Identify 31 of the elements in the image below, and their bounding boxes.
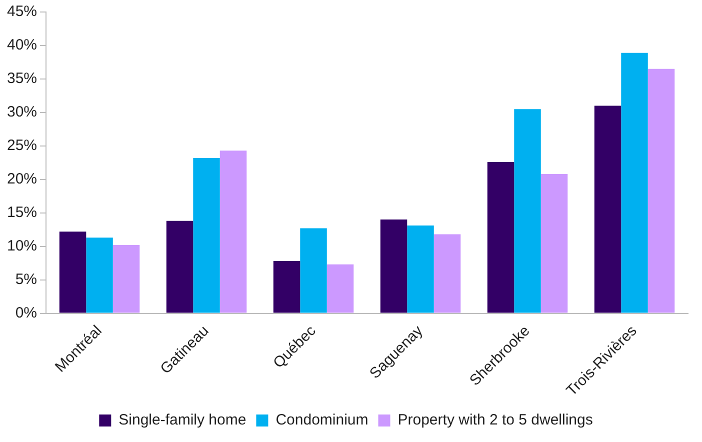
bar — [220, 150, 247, 313]
y-tick-label: 40% — [6, 36, 38, 54]
bar — [434, 234, 461, 313]
y-tick-label: 25% — [6, 137, 38, 154]
bar — [621, 52, 648, 313]
bar — [540, 174, 568, 313]
legend-label: Single-family home — [118, 412, 246, 429]
bar — [166, 220, 194, 313]
bar — [380, 220, 408, 313]
bar — [86, 238, 113, 313]
y-tick-label: 45% — [6, 3, 38, 20]
y-tick-label: 15% — [6, 204, 38, 221]
bar — [407, 226, 434, 313]
y-tick-label: 5% — [15, 270, 38, 288]
y-tick-label: 10% — [6, 237, 38, 254]
bar — [594, 106, 622, 313]
y-tick-label: 35% — [6, 70, 38, 88]
bar — [193, 158, 220, 313]
bar — [112, 244, 140, 313]
y-tick-label: 30% — [6, 104, 38, 121]
y-tick-label: 20% — [6, 170, 38, 188]
bar — [273, 261, 300, 313]
bar — [514, 109, 541, 313]
bar — [648, 68, 675, 313]
legend-label: Condominium — [276, 412, 368, 429]
bar — [300, 228, 327, 313]
y-tick-label: 0% — [15, 304, 38, 322]
bar — [326, 264, 354, 313]
legend-label: Property with 2 to 5 dwellings — [398, 412, 593, 429]
bar — [59, 232, 86, 313]
bar — [487, 162, 514, 313]
